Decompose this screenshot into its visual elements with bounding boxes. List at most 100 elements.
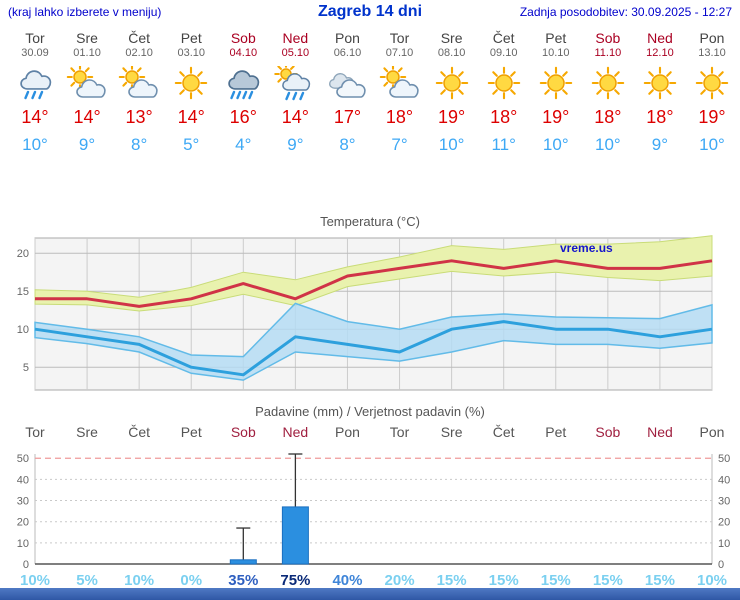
precip-day-labels-row: Tor Sre Čet Pet Sob Ned Pon Tor Sre Čet Pet Sob Ned P… xyxy=(0,424,740,444)
day-column: Sob 04.10 16° 4° xyxy=(216,24,270,155)
day-min-temp: 10° xyxy=(594,135,621,154)
sun-icon xyxy=(425,66,479,104)
precip-day-label: Pon xyxy=(699,424,725,440)
precip-probability-row: 10% 5% 10% 0% 35% 75% 40% 20% 15% 15% 15% 15% 15% 10% xyxy=(0,572,740,592)
temperature-chart: 5 10 15 20 vreme.us xyxy=(17,235,713,391)
sun-icon xyxy=(633,66,687,104)
day-column: Sre 01.10 14° 9° xyxy=(60,24,114,155)
last-updated-text: Zadnja posodobitev: 30.09.2025 - 12:27 xyxy=(519,5,732,19)
heavy-rain-icon xyxy=(216,66,270,104)
precip-day-label: Sre xyxy=(76,424,98,440)
day-name: Ned xyxy=(647,30,673,46)
sun-rain-icon xyxy=(268,62,322,104)
day-min-temp: 10° xyxy=(22,135,48,154)
precip-axis-tick-label: 30 xyxy=(17,496,29,508)
precip-day-label: Tor xyxy=(25,424,45,440)
precip-axis-tick-label: 40 xyxy=(718,474,730,486)
day-date: 06.10 xyxy=(333,47,362,59)
sun-icon xyxy=(685,66,739,104)
day-date: 07.10 xyxy=(385,47,414,59)
precipitation-chart: 0 0 10 10 20 20 30 30 40 40 50 50 xyxy=(17,453,731,571)
precip-probability: 75% xyxy=(280,572,311,589)
day-column: Sob 11.10 18° 10° xyxy=(581,24,635,155)
precip-axis-tick-label: 20 xyxy=(718,517,730,529)
precip-axis-tick-label: 0 xyxy=(23,559,29,571)
day-column: Pon 06.10 17° 8° xyxy=(320,24,374,155)
day-max-temp: 19° xyxy=(698,107,726,127)
day-date: 01.10 xyxy=(73,47,101,59)
precip-probability: 10% xyxy=(19,572,51,589)
precip-day-label: Pet xyxy=(545,424,567,440)
day-name: Sob xyxy=(595,30,621,46)
cloudy-icon xyxy=(320,66,374,104)
sun-icon xyxy=(164,66,218,104)
day-name: Tor xyxy=(389,30,410,46)
forecast-days-row: Tor 30.09 14° 10° Sre 01.10 14° 9° Čet 02.10 13° 8°… xyxy=(0,24,740,174)
rain-icon xyxy=(8,66,62,104)
day-min-temp: 10° xyxy=(699,135,725,154)
page-title: Zagreb 14 dni xyxy=(317,3,423,20)
day-min-temp: 9° xyxy=(78,135,96,154)
precip-day-label: Čet xyxy=(128,424,151,440)
max-temp-line xyxy=(35,259,713,308)
day-name: Sre xyxy=(76,30,98,46)
precip-probability: 35% xyxy=(228,572,259,589)
sun-icon xyxy=(477,66,531,104)
day-max-temp: 18° xyxy=(646,107,674,127)
day-max-temp: 18° xyxy=(385,107,414,127)
day-column: Čet 02.10 13° 8° xyxy=(112,24,166,155)
day-min-temp: 7° xyxy=(391,135,408,154)
day-date: 30.09 xyxy=(21,47,49,59)
day-date: 05.10 xyxy=(281,47,310,59)
day-name: Tor xyxy=(25,30,45,46)
precip-axis-tick-label: 10 xyxy=(17,538,29,550)
precip-axis-tick-label: 50 xyxy=(718,453,730,465)
precip-day-label: Sre xyxy=(440,424,463,440)
day-name: Sob xyxy=(230,30,256,46)
footer-bar xyxy=(0,588,740,600)
day-min-temp: 8° xyxy=(339,135,356,154)
precip-probability: 40% xyxy=(332,572,363,589)
precip-probability: 10% xyxy=(124,572,155,589)
precip-probability: 15% xyxy=(436,572,467,589)
page-header: (kraj lahko izberete v meniju) Zagreb 14… xyxy=(0,0,740,24)
day-column: Pet 10.10 19° 10° xyxy=(529,24,583,155)
min-temp-band xyxy=(34,302,713,381)
day-date: 13.10 xyxy=(698,47,726,59)
partly-cloudy-icon xyxy=(60,63,114,104)
precip-probability: 5% xyxy=(76,572,98,589)
temp-axis-tick-label: 5 xyxy=(23,362,29,374)
day-column: Ned 05.10 14° 9° xyxy=(268,24,322,155)
precip-probability: 0% xyxy=(180,572,203,589)
day-column: Pon 13.10 19° 10° xyxy=(685,24,739,155)
day-name: Pet xyxy=(180,30,202,46)
precip-axis-tick-label: 0 xyxy=(718,559,724,571)
day-min-temp: 4° xyxy=(235,135,252,154)
watermark: vreme.us xyxy=(560,241,613,255)
day-min-temp: 8° xyxy=(131,135,148,154)
day-max-temp: 14° xyxy=(21,107,49,127)
precip-day-label: Pon xyxy=(334,424,360,440)
day-name: Čet xyxy=(492,30,515,46)
day-max-temp: 14° xyxy=(281,107,309,127)
day-date: 10.10 xyxy=(542,47,570,59)
day-max-temp: 18° xyxy=(490,107,518,127)
temp-axis-tick-label: 15 xyxy=(17,286,29,298)
day-name: Pon xyxy=(699,30,725,46)
day-name: Pet xyxy=(545,30,567,46)
precip-probability: 15% xyxy=(540,572,571,589)
temp-axis-tick-label: 10 xyxy=(17,324,29,336)
day-date: 08.10 xyxy=(437,47,466,59)
precip-day-label: Sob xyxy=(230,424,256,440)
precip-axis-tick-label: 30 xyxy=(718,496,730,508)
temperature-chart-title: Temperatura (°C) xyxy=(320,214,420,229)
day-column: Tor 30.09 14° 10° xyxy=(8,24,62,155)
day-max-temp: 14° xyxy=(177,107,205,127)
day-max-temp: 14° xyxy=(73,107,101,127)
partly-cloudy-icon xyxy=(112,63,166,104)
day-column: Čet 09.10 18° 11° xyxy=(477,24,531,155)
day-name: Ned xyxy=(282,30,309,46)
day-date: 02.10 xyxy=(125,47,153,59)
day-column: Tor 07.10 18° 7° xyxy=(373,24,427,155)
precip-day-label: Sob xyxy=(595,424,621,440)
